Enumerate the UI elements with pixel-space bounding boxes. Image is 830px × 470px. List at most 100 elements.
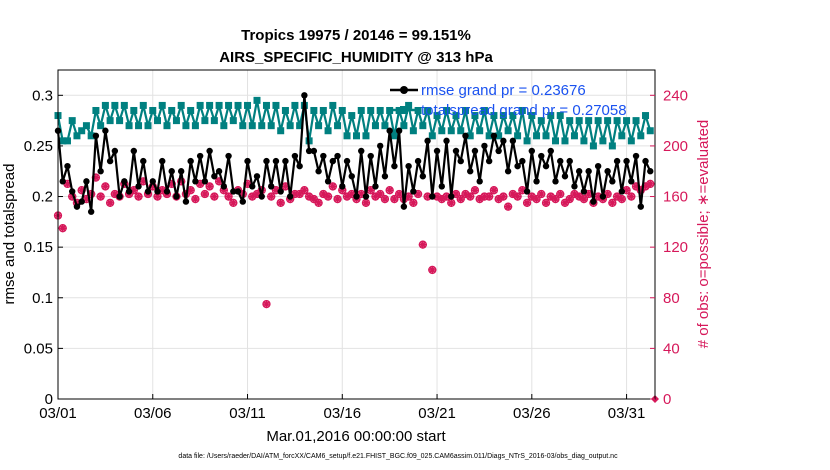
- series-layer: [53, 92, 659, 403]
- totalspread-point: [485, 132, 493, 140]
- rmse-point: [500, 137, 507, 145]
- rmse-point: [642, 157, 649, 165]
- rmse-point: [632, 152, 640, 160]
- rmse-point: [339, 183, 346, 190]
- rmse-point: [177, 168, 185, 175]
- totalspread-point: [248, 122, 256, 130]
- totalspread-point: [215, 101, 223, 109]
- rmse-point: [609, 178, 616, 185]
- totalspread-point: [523, 137, 531, 145]
- rmse-point: [414, 157, 422, 165]
- rmse-point: [83, 178, 90, 185]
- obs-evaluated-point: [513, 192, 522, 201]
- totalspread-point: [277, 127, 285, 135]
- rmse-point: [647, 168, 654, 175]
- totalspread-point: [499, 112, 507, 120]
- totalspread-point: [225, 101, 233, 109]
- rmse-point: [92, 132, 100, 139]
- obs-evaluated-point: [314, 198, 323, 207]
- obs-evaluated-point: [456, 195, 465, 204]
- rmse-point: [296, 162, 303, 170]
- totalspread-point: [552, 137, 559, 145]
- totalspread-point: [206, 101, 214, 109]
- totalspread-point: [253, 96, 261, 104]
- obs-evaluated-point: [579, 195, 588, 204]
- rmse-point: [462, 132, 469, 139]
- obs-evaluated-point: [565, 195, 574, 204]
- totalspread-point: [111, 101, 119, 109]
- y-right-tick-label: 200: [663, 138, 688, 155]
- totalspread-point: [106, 117, 114, 125]
- x-tick-label: 03/11: [229, 405, 265, 422]
- rmse-point: [618, 188, 626, 195]
- rmse-point: [211, 173, 218, 180]
- y-tick-label: 0.15: [24, 239, 53, 256]
- rmse-point: [334, 152, 341, 160]
- rmse-point: [249, 183, 256, 190]
- totalspread-point: [561, 137, 569, 145]
- rmse-point: [443, 137, 450, 145]
- legend-rmse-marker: [400, 86, 408, 94]
- rmse-point: [329, 157, 337, 165]
- totalspread-point: [348, 112, 356, 120]
- obs-evaluated-point: [58, 224, 67, 233]
- totalspread-point: [490, 112, 498, 120]
- obs-evaluated-point: [447, 198, 456, 207]
- obs-evaluated-point: [537, 190, 546, 199]
- totalspread-point: [177, 101, 185, 109]
- obs-evaluated-point: [328, 182, 337, 191]
- rmse-point: [116, 193, 123, 200]
- rmse-point: [429, 193, 436, 200]
- totalspread-point: [504, 127, 512, 135]
- rmse-point: [599, 193, 607, 200]
- rmse-point: [623, 157, 630, 165]
- totalspread-point: [409, 127, 417, 135]
- obs-evaluated-point: [551, 195, 560, 204]
- rmse-point: [561, 173, 569, 180]
- totalspread-point: [613, 117, 621, 125]
- rmse-point: [585, 168, 592, 175]
- totalspread-point: [414, 106, 422, 114]
- obs-evaluated-point: [418, 240, 427, 249]
- totalspread-point: [457, 127, 465, 135]
- rmse-point: [305, 147, 313, 155]
- obs-evaluated-point: [608, 198, 617, 207]
- y-right-tick-label: 240: [663, 87, 688, 104]
- totalspread-point: [120, 101, 128, 109]
- obs-evaluated-point: [452, 190, 460, 199]
- rmse-point: [376, 142, 384, 150]
- totalspread-point: [594, 117, 602, 125]
- rmse-point: [580, 188, 588, 195]
- obs-evaluated-point: [224, 192, 233, 201]
- totalspread-point: [537, 117, 545, 125]
- obs-evaluated-point: [267, 192, 276, 201]
- obs-evaluated-point: [361, 198, 370, 207]
- obs-evaluated-point: [380, 195, 389, 204]
- totalspread-point: [201, 117, 209, 125]
- rmse-point: [433, 147, 441, 155]
- totalspread-point: [210, 117, 218, 125]
- totalspread-point: [556, 112, 564, 120]
- totalspread-point: [144, 122, 152, 130]
- totalspread-point: [286, 122, 294, 130]
- obs-evaluated-point: [385, 186, 394, 195]
- y-axis-right: 0 40 80 120 160 200 240: [650, 87, 688, 408]
- rmse-point: [519, 157, 526, 165]
- totalspread-point: [495, 132, 503, 140]
- legend-spread-label: totalspread grand pr = 0.27058: [421, 102, 627, 119]
- x-tick-label: 03/31: [608, 405, 646, 422]
- obs-evaluated-point: [101, 182, 110, 191]
- totalspread-point: [130, 106, 138, 114]
- obs-evaluated-point: [191, 195, 200, 204]
- rmse-point: [348, 173, 355, 180]
- x-axis-label: Mar.01,2016 00:00:00 start: [266, 428, 446, 445]
- rmse-point: [135, 183, 142, 190]
- rmse-point: [144, 188, 152, 195]
- totalspread-point: [566, 117, 574, 125]
- rmse-point: [125, 188, 133, 195]
- rmse-point: [528, 147, 536, 155]
- obs-evaluated-point: [200, 190, 209, 199]
- rmse-point: [220, 183, 228, 190]
- rmse-point: [613, 157, 621, 165]
